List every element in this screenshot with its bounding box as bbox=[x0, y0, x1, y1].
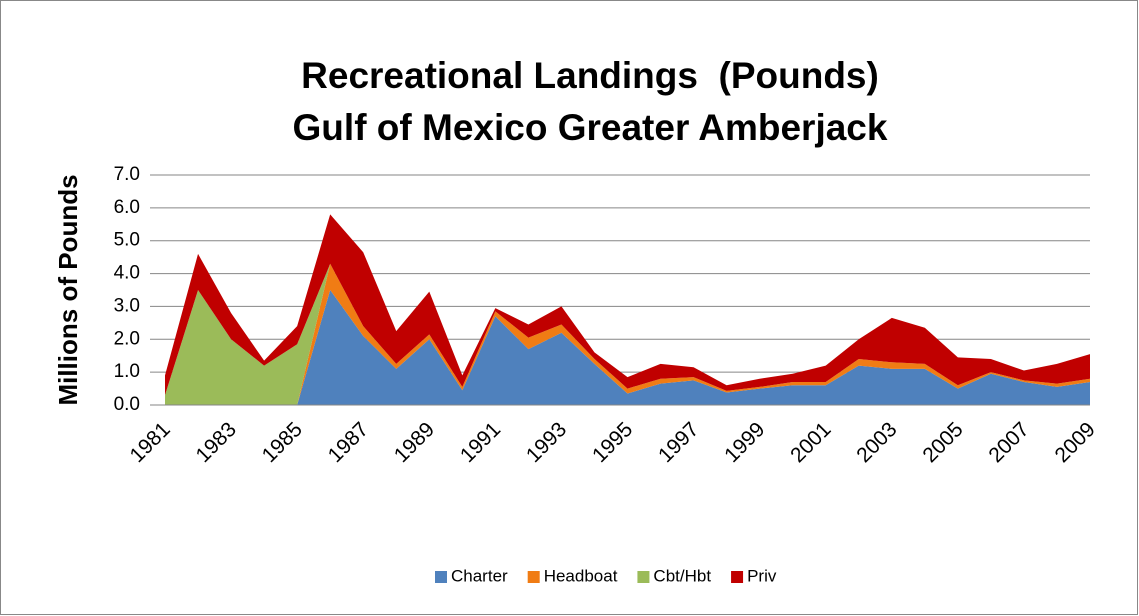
legend-label: Priv bbox=[747, 566, 777, 585]
y-tick-label: 5.0 bbox=[114, 230, 140, 251]
y-tick-label: 1.0 bbox=[114, 361, 140, 382]
legend-label: Cbt/Hbt bbox=[653, 566, 711, 585]
area bbox=[165, 214, 1090, 396]
area bbox=[165, 263, 1090, 405]
y-tick-label: 3.0 bbox=[114, 295, 140, 316]
chart-subtitle: Gulf of Mexico Greater Amberjack bbox=[293, 107, 888, 148]
y-tick-label: 2.0 bbox=[114, 328, 140, 349]
y-axis-title: Millions of Pounds bbox=[53, 174, 83, 405]
legend-swatch bbox=[731, 571, 744, 583]
legend-swatch bbox=[435, 571, 447, 583]
legend-label: Charter bbox=[451, 566, 508, 585]
y-tick-label: 7.0 bbox=[114, 164, 140, 185]
area bbox=[165, 290, 1090, 405]
y-tick-label: 0.0 bbox=[114, 394, 140, 415]
legend-swatch bbox=[637, 571, 650, 583]
y-tick-label: 4.0 bbox=[114, 263, 140, 284]
y-tick-label: 6.0 bbox=[114, 197, 140, 218]
legend-label: Headboat bbox=[544, 566, 618, 585]
chart-title: Recreational Landings (Pounds) bbox=[301, 55, 879, 96]
legend-swatch bbox=[527, 571, 540, 583]
